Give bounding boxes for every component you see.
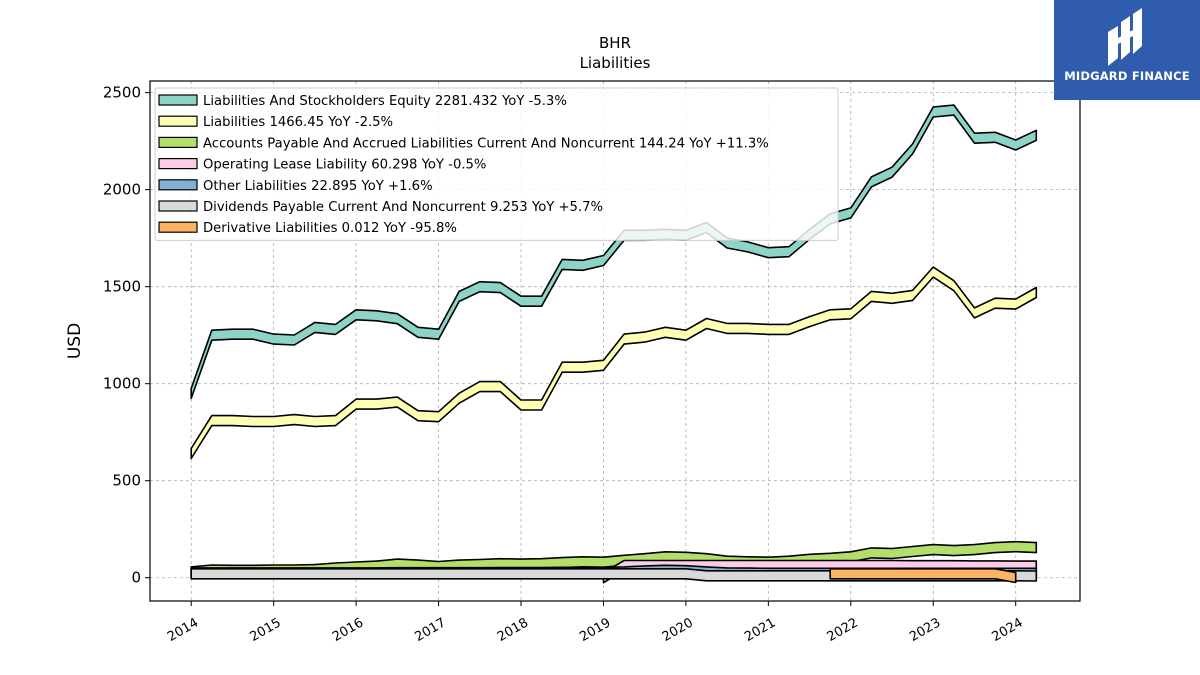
x-tick-label: 2024 — [990, 615, 1026, 645]
chart-title: BHR — [599, 34, 631, 52]
y-tick-label: 1000 — [103, 375, 141, 393]
midgard-m-logo-icon — [1108, 8, 1142, 66]
x-tick-label: 2018 — [495, 615, 531, 645]
series-area — [829, 568, 1017, 584]
legend: Liabilities And Stockholders Equity 2281… — [154, 87, 839, 241]
plot-frame — [149, 80, 1081, 602]
legend-entry: Accounts Payable And Accrued Liabilities… — [203, 136, 769, 151]
x-tick-label: 2022 — [825, 615, 861, 645]
legend-swatch — [158, 115, 198, 127]
x-tick-label: 2020 — [660, 615, 696, 645]
x-tick-label: 2023 — [907, 615, 943, 645]
series-5 — [190, 568, 1038, 582]
legend-swatch — [158, 179, 198, 191]
legend-entry: Other Liabilities 22.895 YoY +1.6% — [203, 179, 433, 194]
x-tick-label: 2014 — [165, 615, 201, 645]
legend-entry: Operating Lease Liability 60.298 YoY -0.… — [203, 158, 486, 173]
series-area — [190, 266, 1038, 460]
legend-entry: Dividends Payable Current And Noncurrent… — [203, 200, 603, 215]
x-tick-label: 2015 — [248, 615, 284, 645]
y-axis-label: USD — [65, 323, 85, 359]
y-tick-label: 2500 — [103, 84, 141, 102]
legend-swatch — [158, 136, 198, 148]
legend-swatch — [158, 94, 198, 106]
y-tick-label: 0 — [131, 569, 141, 587]
series-area — [190, 568, 1038, 582]
legend-swatch — [158, 158, 198, 170]
series-area — [190, 104, 1038, 400]
y-tick-label: 500 — [112, 472, 141, 490]
legend-entry: Derivative Liabilities 0.012 YoY -95.8% — [203, 221, 457, 236]
series-0 — [190, 104, 1038, 400]
x-tick-label: 2019 — [577, 615, 613, 645]
chart-subtitle: Liabilities — [580, 54, 651, 72]
legend-entry: Liabilities 1466.45 YoY -2.5% — [203, 115, 393, 130]
legend-entry: Liabilities And Stockholders Equity 2281… — [203, 94, 567, 109]
y-tick-label: 2000 — [103, 181, 141, 199]
brand-logo: MIDGARD FINANCE — [1054, 0, 1200, 100]
legend-swatch — [158, 200, 198, 212]
series-1 — [190, 266, 1038, 460]
legend-swatch — [158, 221, 198, 233]
logo-text: MIDGARD FINANCE — [1064, 69, 1190, 83]
series-6 — [829, 568, 1017, 584]
x-tick-label: 2017 — [412, 615, 448, 645]
y-tick-label: 1500 — [103, 278, 141, 296]
x-tick-label: 2016 — [330, 615, 366, 645]
legend-box — [154, 87, 839, 241]
x-tick-label: 2021 — [742, 615, 778, 645]
series-areas — [190, 104, 1038, 584]
